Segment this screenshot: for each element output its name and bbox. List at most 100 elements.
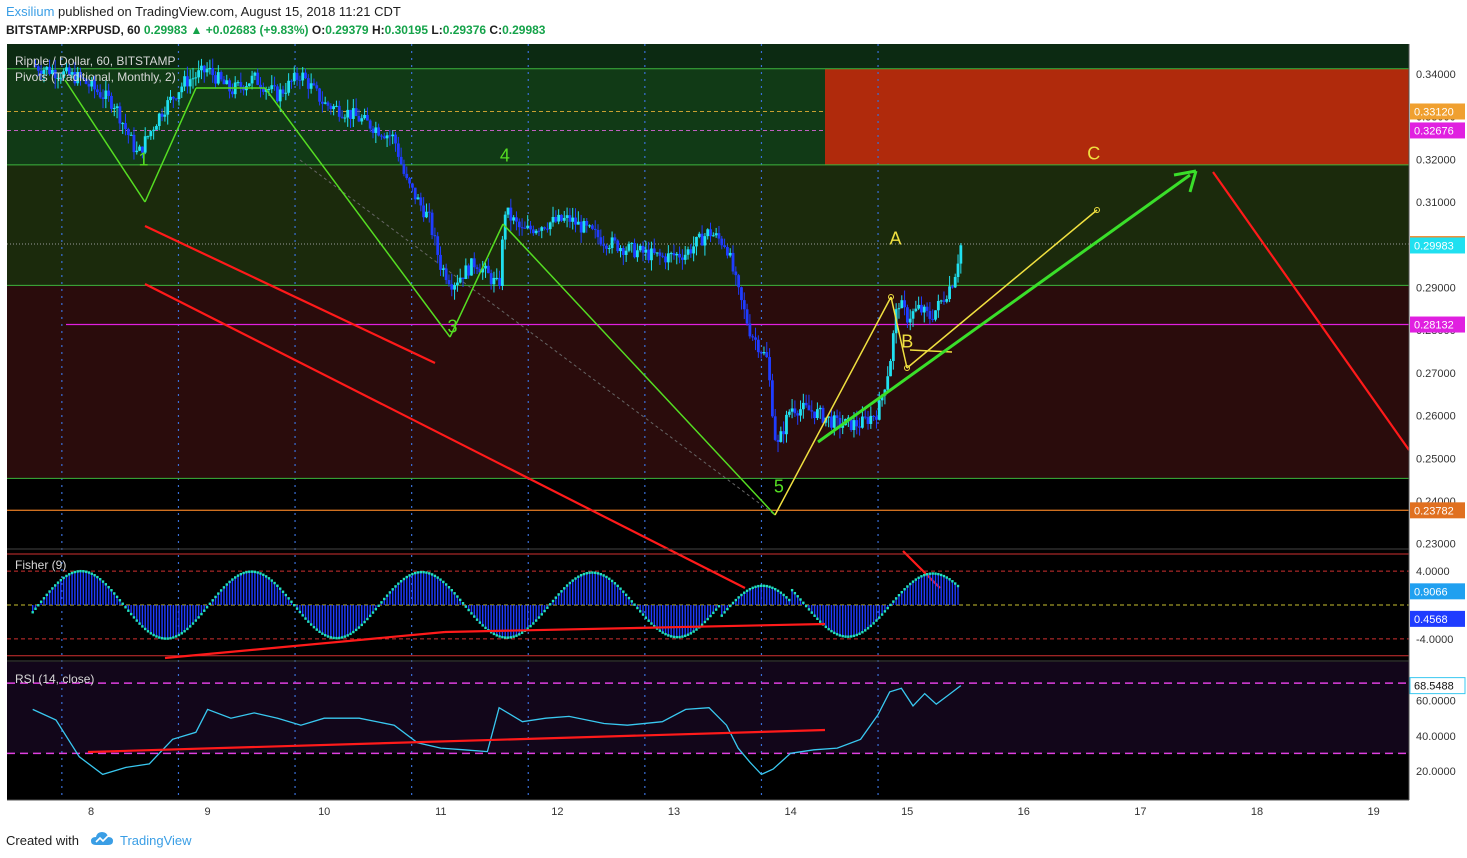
fisher-dot — [520, 631, 524, 634]
trend-drawings[interactable] — [64, 79, 1410, 589]
fisher-dot — [360, 623, 363, 627]
price-tick: 0.27000 — [1416, 368, 1456, 380]
fisher-dot — [264, 575, 268, 578]
fisher-dot — [937, 572, 940, 576]
price-tick: 0.29000 — [1416, 282, 1456, 294]
candle-body — [706, 229, 710, 237]
candle-body — [70, 72, 74, 75]
fisher-dot — [641, 613, 645, 616]
fisher-dot — [200, 612, 203, 616]
high-label: H: — [371, 23, 385, 37]
fisher-dot — [678, 635, 681, 639]
fisher-dot — [501, 635, 504, 639]
candle-body — [363, 115, 366, 119]
fisher-dot — [419, 570, 423, 574]
pivot-zones — [7, 44, 1409, 754]
fisher-dot — [906, 585, 909, 588]
candle-body — [475, 267, 479, 269]
candle-body — [101, 97, 105, 99]
candle-body — [222, 79, 226, 85]
fisher-dot — [172, 636, 175, 639]
candle-body — [152, 129, 156, 132]
fisher-dot — [121, 602, 124, 605]
candle-body — [351, 108, 355, 119]
fisher-dot — [492, 632, 496, 636]
tradingview-link[interactable]: TradingView — [120, 833, 192, 848]
fisher-dot — [203, 609, 206, 612]
candle-body — [458, 277, 462, 283]
fisher-dot — [307, 620, 310, 623]
candle-body — [908, 318, 912, 323]
candle-body — [436, 236, 440, 255]
candle-body — [953, 276, 957, 288]
abc-wave-line — [774, 296, 892, 516]
candle-body — [545, 228, 549, 230]
fisher-dot — [174, 635, 178, 638]
fisher-dot — [498, 635, 501, 638]
candle-body — [410, 183, 414, 188]
rsi-pane[interactable] — [7, 682, 1409, 776]
fisher-dot — [473, 615, 476, 618]
wave-drawings[interactable] — [144, 87, 1198, 516]
fisher-pane-title: Fisher (9) — [15, 558, 66, 572]
fisher-dot — [461, 602, 465, 605]
wave-label: A — [890, 229, 902, 249]
candle-body — [866, 417, 870, 424]
candle-body — [768, 357, 771, 381]
fisher-dot — [622, 590, 625, 593]
fisher-dot — [99, 578, 102, 581]
price-tick: 0.31000 — [1416, 197, 1456, 209]
fisher-dot — [110, 589, 113, 592]
candle-body — [534, 230, 538, 234]
fisher-dot — [835, 633, 839, 636]
candle-body — [745, 309, 749, 324]
fisher-dot — [880, 613, 884, 616]
candle-body — [197, 70, 201, 78]
fisher-dot — [605, 575, 608, 579]
candle-body — [464, 265, 468, 279]
fisher-dot — [242, 571, 245, 575]
fisher-dot — [76, 570, 79, 573]
candle-body — [357, 116, 361, 122]
fisher-dot — [284, 593, 288, 597]
candle-body — [633, 243, 636, 258]
time-axis[interactable] — [7, 800, 1409, 820]
fisher-dot — [568, 581, 572, 585]
fisher-dot — [245, 570, 248, 574]
candle-body — [478, 268, 482, 273]
fisher-dot — [332, 636, 335, 640]
price-label-text: 0.29983 — [1414, 240, 1454, 252]
fisher-dot — [790, 588, 794, 592]
candle-body — [680, 257, 684, 260]
fisher-dot — [149, 632, 153, 635]
fisher-dot — [248, 570, 251, 573]
candle-body — [343, 117, 347, 119]
author-link[interactable]: Exsilium — [6, 4, 55, 19]
fisher-dot — [115, 595, 119, 599]
candle-body — [509, 207, 513, 221]
fisher-dot — [447, 586, 451, 589]
candle-body — [813, 411, 816, 419]
candle-body — [39, 70, 43, 74]
fisher-dot — [504, 636, 507, 639]
candle-body — [169, 96, 172, 101]
price-axis[interactable] — [1409, 44, 1467, 800]
fisher-dot — [799, 598, 802, 601]
candle-body — [104, 90, 108, 99]
fisher-dot — [346, 634, 349, 637]
fisher-dot — [571, 579, 574, 582]
fisher-dot — [827, 627, 830, 631]
candle-body — [720, 238, 724, 246]
candle-body — [84, 78, 88, 84]
fisher-pane[interactable] — [7, 553, 1409, 660]
elliott-wave-line — [144, 87, 197, 203]
fisher-dot — [113, 592, 116, 595]
fisher-dot — [309, 623, 313, 626]
candle-body — [543, 227, 546, 229]
fisher-dot — [155, 635, 158, 638]
fisher-dot — [422, 570, 425, 574]
date-tick: 12 — [551, 806, 563, 818]
candle-body — [647, 249, 651, 261]
price-label-box — [1410, 237, 1465, 254]
